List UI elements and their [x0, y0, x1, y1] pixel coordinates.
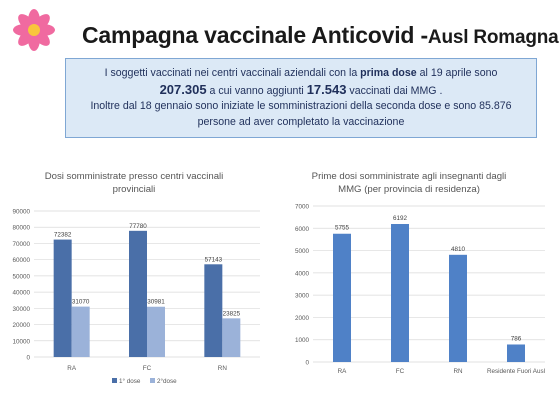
- chart1-data-label: 30981: [147, 299, 165, 306]
- chart1-data-label: 23825: [223, 310, 241, 317]
- chart1-y-tick: 60000: [12, 257, 30, 264]
- title-main: Campagna vaccinale Anticovid -: [82, 22, 428, 48]
- chart2-data-label: 786: [511, 335, 522, 342]
- chart1-x-tick: RA: [67, 365, 77, 372]
- chart2-bar: [391, 224, 409, 362]
- chart2-y-tick: 7000: [295, 204, 310, 211]
- chart2-y-tick: 1000: [295, 337, 310, 344]
- chart1-y-tick: 30000: [12, 306, 30, 313]
- chart1-y-tick: 80000: [12, 225, 30, 232]
- chart1-y-tick: 40000: [12, 290, 30, 297]
- chart2-bar: [333, 233, 351, 362]
- chart1-data-label: 57143: [205, 256, 223, 263]
- chart2-y-tick: 6000: [295, 226, 310, 233]
- chart1-y-tick: 50000: [12, 273, 30, 280]
- chart2-data-label: 6192: [393, 215, 408, 222]
- info-line-4: persone ad aver completato la vaccinazio…: [197, 115, 405, 128]
- chart1-y-tick: 70000: [12, 241, 30, 248]
- chart2-y-tick: 2000: [295, 315, 310, 322]
- chart2-y-tick: 3000: [295, 293, 310, 300]
- chart1-x-tick: RN: [218, 365, 228, 372]
- chart2-y-tick: 4000: [295, 270, 310, 277]
- chart2-data-label: 4810: [451, 246, 466, 253]
- chart2-x-tick: RA: [338, 368, 348, 375]
- chart2-y-tick: 0: [305, 360, 309, 367]
- chart1-bar: [222, 318, 241, 357]
- chart1-data-label: 31070: [72, 299, 90, 306]
- chart1-legend-swatch: [150, 378, 155, 383]
- chart2-x-tick: FC: [396, 368, 405, 375]
- chart1-bar: [53, 239, 72, 357]
- chart1-y-tick: 90000: [12, 209, 30, 216]
- chart1-y-tick: 0: [26, 355, 30, 362]
- chart1-title: Dosi somministrate presso centri vaccina…: [44, 171, 224, 195]
- chart2-bar: [449, 254, 467, 362]
- info-line-1: I soggetti vaccinati nei centri vaccinal…: [104, 67, 498, 79]
- chart1-bar: [147, 306, 165, 357]
- chart1-y-tick: 20000: [12, 322, 30, 329]
- info-line-3: Inoltre dal 18 gennaio sono iniziate le …: [90, 100, 512, 113]
- chart2-x-tick: RN: [453, 368, 463, 375]
- chart1-legend-label: 1° dose: [119, 377, 141, 385]
- chart1-data-label: 77780: [129, 223, 147, 230]
- chart2-data-label: 5755: [335, 225, 350, 232]
- chart2-y-tick: 5000: [295, 248, 310, 255]
- chart1-x-tick: FC: [143, 365, 152, 372]
- page-title: Campagna vaccinale Anticovid -Ausl Romag…: [82, 22, 559, 49]
- chart1-legend-swatch: [112, 378, 117, 383]
- chart1-bar: [204, 264, 223, 357]
- chart2-x-tick: Residente Fuori Ausl: [487, 368, 545, 375]
- info-box: I soggetti vaccinati nei centri vaccinal…: [65, 58, 537, 138]
- chart1-bar: [71, 306, 90, 357]
- chart1-bar: [129, 230, 147, 357]
- chart1-y-tick: 10000: [12, 338, 30, 345]
- info-line-2: 207.305 a cui vanno aggiunti 17.543 vacc…: [159, 81, 443, 97]
- title-sub: Ausl Romagna: [427, 27, 559, 48]
- chart1-data-label: 72382: [54, 232, 72, 239]
- chart1-legend-label: 2°dose: [157, 377, 177, 385]
- pink-flower-icon: [13, 9, 55, 51]
- chart2-title: Prime dosi somministrate agli insegnanti…: [311, 171, 507, 195]
- chart2-bar: [507, 344, 525, 362]
